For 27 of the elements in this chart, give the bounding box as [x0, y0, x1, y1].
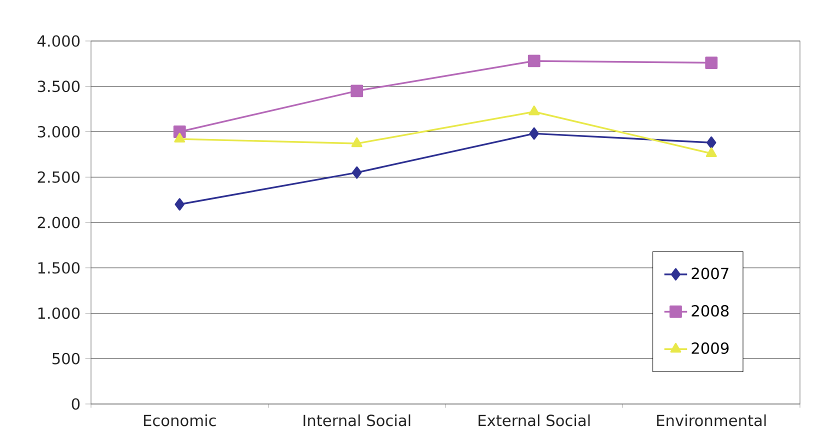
y-tick-label: 1.000 — [38, 307, 80, 320]
point — [529, 127, 539, 140]
legend-label: 2009 — [692, 342, 729, 354]
x-tick-label: Economic — [144, 414, 216, 426]
point — [705, 56, 718, 69]
point — [706, 136, 716, 149]
y-tick-label: 3.500 — [38, 80, 80, 92]
y-tick-label: 500 — [52, 352, 80, 364]
y-tick-label: 1.500 — [38, 262, 80, 274]
y-tick-label: 2.500 — [38, 171, 80, 183]
point — [174, 198, 184, 211]
y-tick-label: 4.000 — [37, 35, 80, 47]
point — [350, 84, 364, 98]
y-tick-label: 3.000 — [38, 126, 80, 138]
point — [706, 147, 717, 158]
point — [174, 132, 186, 143]
legend-label: 2008 — [692, 305, 729, 317]
point — [352, 166, 362, 179]
x-tick-label: Internal Social — [304, 414, 410, 426]
y-tick-label: 2.000 — [38, 216, 80, 228]
point — [351, 137, 362, 148]
x-tick-label: External Social — [478, 414, 590, 426]
x-tick-label: Environmental — [657, 414, 766, 426]
legend-label: 2007 — [692, 268, 728, 280]
y-tick-label: 0 — [72, 398, 80, 410]
point — [528, 106, 540, 116]
point — [528, 54, 540, 68]
